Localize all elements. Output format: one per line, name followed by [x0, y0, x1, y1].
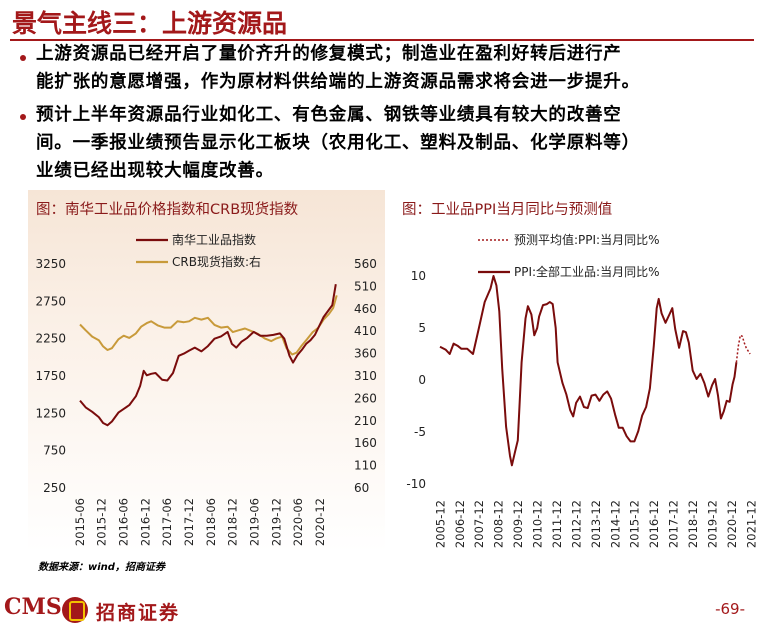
right-y-tick-label: 560 [354, 257, 377, 271]
x-tick-label: 2020-06 [291, 498, 305, 546]
bullet-icon [20, 114, 26, 120]
right-y-tick-label: 360 [354, 347, 377, 361]
x-tick-label: 2015-12 [95, 498, 109, 546]
x-tick-label: 2007-12 [472, 500, 486, 548]
x-tick-label: 2018-12 [686, 500, 700, 548]
paragraph-1-line-2: 能扩张的意愿增强，作为原材料供给端的上游资源品需求将会进一步提升。 [36, 72, 640, 92]
ppi-chart: -10 -5 0 5 10 2005-12 2006-12 2007-12 2008-12 200… [406, 232, 758, 548]
x-tick-label: 2008-12 [492, 500, 506, 548]
cms-logo-text: CMS [4, 594, 62, 620]
right-y-tick-label: 410 [354, 324, 377, 338]
left-chart-title: 图：南华工业品价格指数和CRB现货指数 [36, 202, 299, 218]
x-tick-label: 2020-12 [313, 498, 327, 546]
paragraph-1-line-1: 上游资源品已经开启了量价齐升的修复模式；制造业在盈利好转后进行产 [36, 44, 622, 64]
y-tick-label: -5 [414, 425, 426, 439]
right-y-tick-label: 460 [354, 302, 377, 316]
left-y-tick-label: 2250 [35, 332, 66, 346]
company-name: 招商证券 [96, 602, 181, 624]
x-tick-label: 2012-12 [569, 500, 583, 548]
x-tick-label: 2019-06 [247, 498, 261, 546]
x-tick-label: 2015-06 [73, 498, 87, 546]
page-title: 景气主线三：上游资源品 [12, 9, 288, 38]
x-tick-label: 2013-12 [589, 500, 603, 548]
x-tick-label: 2005-12 [433, 500, 447, 548]
x-tick-label: 2006-12 [453, 500, 467, 548]
x-tick-label: 2016-12 [647, 500, 661, 548]
x-tick-label: 2018-06 [204, 498, 218, 546]
paragraph-2-line-2: 间。一季报业绩预告显示化工板块（农用化工、塑料及制品、化学原料等） [36, 133, 640, 153]
page-number: -69- [715, 600, 745, 618]
right-y-tick-label: 60 [354, 481, 369, 495]
right-chart-panel [396, 190, 762, 552]
x-tick-label: 2016-12 [138, 498, 152, 546]
right-chart-title: 图：工业品PPI当月同比与预测值 [402, 202, 613, 218]
y-tick-label: 0 [418, 373, 426, 387]
y-tick-label: 10 [411, 269, 426, 283]
series-line-1 [79, 295, 338, 356]
x-tick-label: 2019-12 [705, 500, 719, 548]
data-source: 数据来源：wind，招商证券 [38, 562, 165, 573]
paragraph-2-line-1: 预计上半年资源品行业如化工、有色金属、钢铁等业绩具有较大的改善空 [36, 105, 622, 125]
right-y-tick-label: 510 [354, 279, 377, 293]
x-tick-label: 2009-12 [511, 500, 525, 548]
right-y-tick-label: 310 [354, 369, 377, 383]
left-chart-panel [28, 190, 385, 552]
x-tick-label: 2014-12 [608, 500, 622, 548]
left-y-tick-label: 750 [43, 444, 66, 458]
nanhua-crb-chart: 250 750 1250 1750 2250 2750 3250 60 110 160 210 260… [35, 232, 377, 546]
x-tick-label: 2020-12 [725, 500, 739, 548]
left-y-tick-label: 250 [43, 481, 66, 495]
legend-label: CRB现货指数:右 [172, 254, 261, 269]
x-tick-label: 2017-12 [182, 498, 196, 546]
right-y-tick-label: 210 [354, 414, 377, 428]
x-tick-label: 2017-06 [160, 498, 174, 546]
legend-label: 南华工业品指数 [172, 232, 256, 247]
legend-label: 预测平均值:PPI:当月同比% [514, 232, 660, 247]
x-tick-label: 2021-12 [744, 500, 758, 548]
legend-label: PPI:全部工业品:当月同比% [514, 264, 660, 279]
x-tick-label: 2017-12 [667, 500, 681, 548]
x-tick-label: 2019-12 [269, 498, 283, 546]
series-line-0 [79, 284, 337, 427]
right-y-tick-label: 110 [354, 459, 377, 473]
bullet-icon [20, 55, 26, 61]
series-line-1 [735, 334, 751, 363]
paragraph-2-line-3: 业绩已经出现较大幅度改善。 [36, 161, 274, 181]
right-y-tick-label: 160 [354, 436, 377, 450]
x-tick-label: 2015-12 [628, 500, 642, 548]
series-line-0 [439, 275, 738, 467]
left-y-tick-label: 3250 [35, 257, 66, 271]
left-y-tick-label: 2750 [35, 294, 66, 308]
y-tick-label: -10 [406, 477, 426, 491]
y-tick-label: 5 [418, 321, 426, 335]
right-y-tick-label: 260 [354, 391, 377, 405]
x-tick-label: 2011-12 [550, 500, 564, 548]
x-tick-label: 2018-12 [226, 498, 240, 546]
title-divider [10, 39, 754, 41]
cms-logo-icon-inner [69, 601, 85, 621]
left-y-tick-label: 1250 [35, 406, 66, 420]
x-tick-label: 2010-12 [531, 500, 545, 548]
x-tick-label: 2016-06 [117, 498, 131, 546]
left-y-tick-label: 1750 [35, 369, 66, 383]
